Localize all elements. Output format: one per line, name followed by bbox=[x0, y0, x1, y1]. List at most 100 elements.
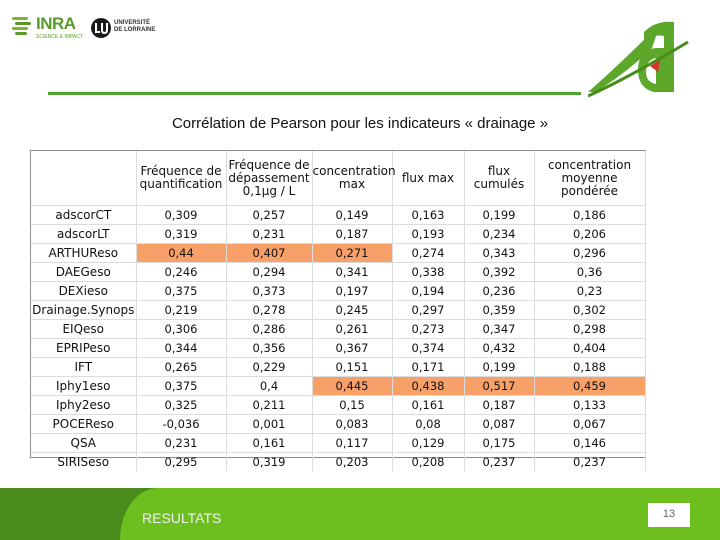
table-cell: 0,319 bbox=[226, 452, 313, 471]
column-header: flux max bbox=[392, 151, 465, 206]
table-row: QSA 0,231 0,161 0,117 0,129 0,175 0,146 bbox=[31, 433, 646, 453]
table-cell: 0,296 bbox=[534, 243, 646, 263]
table-body: adscorCT 0,309 0,257 0,149 0,163 0,199 0,186 ad… bbox=[31, 205, 646, 471]
table-cell: 0,199 bbox=[464, 357, 535, 377]
table-cell: 0,211 bbox=[226, 395, 313, 415]
slide-title: Corrélation de Pearson pour les indicate… bbox=[171, 115, 549, 132]
page-number-box bbox=[648, 503, 690, 527]
table-row: DEXieso 0,375 0,373 0,197 0,194 0,236 0,23 bbox=[31, 281, 646, 301]
table-cell: 0,245 bbox=[312, 300, 393, 320]
table-cell: 0,246 bbox=[136, 262, 227, 282]
table-cell: 0,083 bbox=[312, 414, 393, 434]
table-cell: 0,265 bbox=[136, 357, 227, 377]
table-cell: 0,194 bbox=[392, 281, 465, 301]
universite-de-lorraine-logo: UNIVERSITÉ DE LORRAINE bbox=[90, 16, 160, 40]
table-cell: 0,375 bbox=[136, 376, 227, 396]
column-header: Fréquence de quantification bbox=[136, 151, 227, 206]
ul-emblem-icon bbox=[91, 18, 111, 38]
table-cell: 0,374 bbox=[392, 338, 465, 358]
table-cell: 0,08 bbox=[392, 414, 465, 434]
table-cell: 0,445 bbox=[312, 376, 393, 396]
table-cell: 0,4 bbox=[226, 376, 313, 396]
table-row: EIQeso 0,306 0,286 0,261 0,273 0,347 0,298 bbox=[31, 319, 646, 339]
inra-wordmark: INRA bbox=[36, 14, 76, 33]
table-cell: 0,001 bbox=[226, 414, 313, 434]
table-cell: 0,302 bbox=[534, 300, 646, 320]
table-cell: 0,117 bbox=[312, 433, 393, 453]
column-header: concentration moyenne pondérée bbox=[534, 151, 646, 206]
table-cell: 0,237 bbox=[464, 452, 535, 471]
table-cell: 0,231 bbox=[136, 433, 227, 453]
table-cell: 0,306 bbox=[136, 319, 227, 339]
table-cell: 0,297 bbox=[392, 300, 465, 320]
table-cell: 0,438 bbox=[392, 376, 465, 396]
table-cell: 0,36 bbox=[534, 262, 646, 282]
table-cell: 0,129 bbox=[392, 433, 465, 453]
table-cell: 0,163 bbox=[392, 205, 465, 225]
row-label: ARTHUReso bbox=[31, 243, 137, 263]
table-row: EPRIPeso 0,344 0,356 0,367 0,374 0,432 0,404 bbox=[31, 338, 646, 358]
table-row: ARTHUReso 0,44 0,407 0,271 0,274 0,343 0,296 bbox=[31, 243, 646, 263]
footer-band-light bbox=[120, 488, 720, 540]
table-cell: 0,188 bbox=[534, 357, 646, 377]
table-cell: 0,375 bbox=[136, 281, 227, 301]
table-cell: 0,133 bbox=[534, 395, 646, 415]
column-header: concentration max bbox=[312, 151, 396, 206]
table-cell: 0,347 bbox=[464, 319, 535, 339]
table-cell: 0,295 bbox=[136, 452, 227, 471]
table-cell: 0,356 bbox=[226, 338, 313, 358]
column-header: Fréquence de dépassement 0,1µg / L bbox=[226, 151, 313, 206]
inra-logo: INRA SCIENCE & IMPACT bbox=[10, 12, 85, 42]
table-cell: -0,036 bbox=[136, 414, 227, 434]
table-cell: 0,23 bbox=[534, 281, 646, 301]
row-label: IFT bbox=[31, 357, 137, 377]
table-cell: 0,261 bbox=[312, 319, 393, 339]
table-cell: 0,286 bbox=[226, 319, 313, 339]
table-row: adscorLT 0,319 0,231 0,187 0,193 0,234 0,206 bbox=[31, 224, 646, 244]
table-cell: 0,319 bbox=[136, 224, 227, 244]
row-label: Iphy1eso bbox=[31, 376, 137, 396]
table-cell: 0,161 bbox=[392, 395, 465, 415]
table-cell: 0,067 bbox=[534, 414, 646, 434]
table-row: SIRISeso 0,295 0,319 0,203 0,208 0,237 0,237 bbox=[31, 452, 646, 471]
table-cell: 0,161 bbox=[226, 433, 313, 453]
table-cell: 0,274 bbox=[392, 243, 465, 263]
table-cell: 0,187 bbox=[312, 224, 393, 244]
table-cell: 0,517 bbox=[464, 376, 535, 396]
table-cell: 0,44 bbox=[136, 243, 227, 263]
table-cell: 0,206 bbox=[534, 224, 646, 244]
row-label: EPRIPeso bbox=[31, 338, 137, 358]
table-cell: 0,343 bbox=[464, 243, 535, 263]
row-label: Drainage.Synops bbox=[31, 300, 137, 320]
table-cell: 0,344 bbox=[136, 338, 227, 358]
table-cell: 0,309 bbox=[136, 205, 227, 225]
correlation-table: Fréquence de quantification Fréquence de… bbox=[31, 151, 646, 471]
row-label: POCEReso bbox=[31, 414, 137, 434]
table-row: adscorCT 0,309 0,257 0,149 0,163 0,199 0,186 bbox=[31, 205, 646, 225]
table-cell: 0,294 bbox=[226, 262, 313, 282]
row-label: adscorLT bbox=[31, 224, 137, 244]
table-row: IFT 0,265 0,229 0,151 0,171 0,199 0,188 bbox=[31, 357, 646, 377]
table-cell: 0,341 bbox=[312, 262, 393, 282]
title-rule bbox=[48, 92, 581, 95]
table-cell: 0,197 bbox=[312, 281, 393, 301]
table-cell: 0,392 bbox=[464, 262, 535, 282]
table-cell: 0,373 bbox=[226, 281, 313, 301]
row-label: DEXieso bbox=[31, 281, 137, 301]
table-cell: 0,432 bbox=[464, 338, 535, 358]
corner-cell bbox=[31, 151, 137, 206]
row-label: DAEGeso bbox=[31, 262, 137, 282]
row-label: EIQeso bbox=[31, 319, 137, 339]
page-number: 13 bbox=[662, 508, 676, 520]
table-cell: 0,149 bbox=[312, 205, 393, 225]
table-cell: 0,407 bbox=[226, 243, 313, 263]
table-cell: 0,338 bbox=[392, 262, 465, 282]
table-cell: 0,298 bbox=[534, 319, 646, 339]
table-cell: 0,237 bbox=[534, 452, 646, 471]
row-label: adscorCT bbox=[31, 205, 137, 225]
ul-wordmark: UNIVERSITÉ DE LORRAINE bbox=[114, 20, 156, 33]
table-cell: 0,219 bbox=[136, 300, 227, 320]
table-cell: 0,367 bbox=[312, 338, 393, 358]
table-cell: 0,087 bbox=[464, 414, 535, 434]
table-cell: 0,203 bbox=[312, 452, 393, 471]
